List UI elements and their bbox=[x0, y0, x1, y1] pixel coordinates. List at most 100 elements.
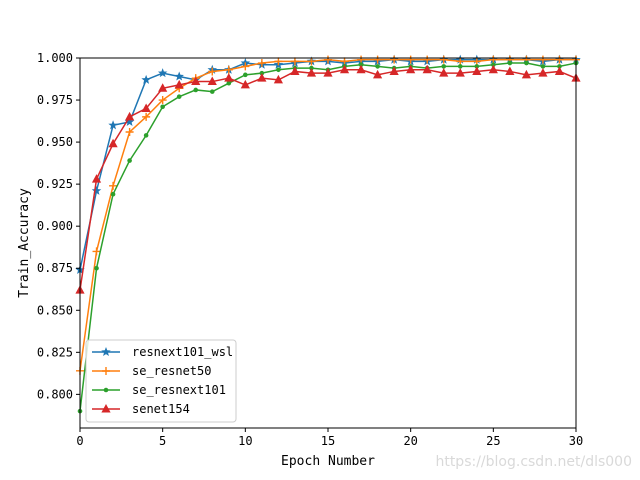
data-point-se_resnext101 bbox=[193, 87, 199, 93]
y-tick-label: 0.900 bbox=[37, 219, 73, 233]
data-point-senet154 bbox=[323, 68, 333, 77]
legend-item-senet154: senet154 bbox=[92, 402, 190, 416]
data-point-se_resnet50 bbox=[472, 57, 481, 66]
data-point-se_resnet50 bbox=[158, 96, 167, 105]
data-point-se_resnext101 bbox=[110, 191, 116, 197]
data-point-senet154 bbox=[422, 64, 432, 74]
data-point-se_resnet50 bbox=[241, 62, 250, 71]
data-point-se_resnet50 bbox=[109, 181, 118, 190]
data-point-se_resnext101 bbox=[209, 89, 215, 94]
data-point-se_resnet50 bbox=[538, 55, 547, 64]
data-point-se_resnext101 bbox=[457, 64, 463, 69]
x-axis-title: Epoch Number bbox=[281, 454, 375, 469]
data-point-se_resnet50 bbox=[406, 55, 415, 64]
data-point-senet154 bbox=[91, 174, 102, 183]
legend: resnext101_wsl se_resnet50 se_resnext101se… bbox=[85, 339, 237, 423]
data-point-senet154 bbox=[207, 76, 217, 86]
series-line-se_resnet50 bbox=[79, 58, 576, 371]
data-point-senet154 bbox=[224, 73, 234, 82]
legend-label: resnext101_wsl bbox=[132, 345, 233, 359]
data-point-se_resnet50 bbox=[224, 65, 233, 74]
legend-label: senet154 bbox=[132, 402, 190, 416]
y-tick-label: 0.850 bbox=[37, 303, 73, 317]
y-tick-label: 0.950 bbox=[37, 135, 73, 149]
data-point-senet154 bbox=[240, 79, 250, 89]
data-point-senet154 bbox=[290, 66, 300, 75]
data-point-senet154 bbox=[141, 103, 151, 112]
data-point-senet154 bbox=[389, 66, 399, 75]
data-point-resnext101_wsl bbox=[91, 185, 102, 195]
data-point-senet154 bbox=[257, 73, 267, 82]
data-point-se_resnext101 bbox=[309, 65, 314, 71]
legend-marker-se_resnet50 bbox=[102, 367, 110, 375]
data-point-senet154 bbox=[505, 66, 515, 75]
data-point-se_resnet50 bbox=[290, 57, 299, 66]
data-point-se_resnext101 bbox=[243, 72, 248, 78]
x-tick-label: 30 bbox=[569, 434, 583, 448]
x-tick-label: 10 bbox=[238, 434, 252, 448]
data-point-se_resnet50 bbox=[390, 55, 399, 64]
data-point-se_resnext101 bbox=[358, 62, 364, 68]
y-tick-label: 0.800 bbox=[37, 387, 73, 401]
data-point-senet154 bbox=[158, 83, 168, 92]
legend-item-se_resnet50: se_resnet50 bbox=[92, 364, 211, 378]
data-point-se_resnet50 bbox=[489, 55, 498, 64]
data-point-senet154 bbox=[406, 64, 416, 74]
data-point-senet154 bbox=[472, 66, 482, 75]
y-tick-label: 0.875 bbox=[37, 261, 73, 275]
series-line-resnext101_wsl bbox=[79, 58, 576, 271]
data-point-se_resnext101 bbox=[143, 133, 149, 138]
x-tick-label: 15 bbox=[321, 434, 335, 448]
data-point-senet154 bbox=[356, 64, 366, 74]
data-point-se_resnet50 bbox=[257, 59, 266, 68]
data-point-resnext101_wsl bbox=[174, 71, 184, 81]
watermark-text: https://blog.csdn.net/dls000 bbox=[435, 454, 632, 470]
data-point-se_resnext101 bbox=[127, 158, 132, 163]
series-senet154 bbox=[75, 64, 581, 294]
y-tick-label: 0.925 bbox=[37, 177, 73, 191]
data-point-se_resnext101 bbox=[259, 70, 265, 76]
series-line-senet154 bbox=[79, 69, 577, 291]
data-point-senet154 bbox=[455, 68, 465, 77]
data-point-se_resnet50 bbox=[456, 57, 465, 66]
data-point-se_resnext101 bbox=[441, 64, 447, 69]
data-point-se_resnet50 bbox=[373, 55, 382, 64]
x-tick-label: 5 bbox=[159, 434, 166, 448]
series-se_resnet50 bbox=[76, 55, 580, 375]
y-tick-label: 1.000 bbox=[37, 51, 73, 65]
data-point-se_resnext101 bbox=[160, 104, 165, 110]
data-point-senet154 bbox=[373, 69, 383, 79]
legend-label: se_resnext101 bbox=[132, 383, 226, 397]
data-point-senet154 bbox=[273, 74, 283, 84]
data-point-se_resnext101 bbox=[226, 80, 232, 86]
legend-item-resnext101_wsl: resnext101_wsl bbox=[92, 345, 233, 359]
data-point-se_resnet50 bbox=[423, 55, 432, 64]
data-point-se_resnet50 bbox=[307, 57, 316, 66]
y-axis-title: Train_Accuracy bbox=[17, 188, 32, 298]
data-point-se_resnet50 bbox=[357, 55, 366, 64]
data-point-se_resnext101 bbox=[507, 60, 513, 66]
data-point-se_resnext101 bbox=[276, 67, 281, 73]
data-point-senet154 bbox=[439, 68, 449, 77]
data-point-se_resnet50 bbox=[274, 57, 283, 66]
data-point-senet154 bbox=[174, 79, 184, 89]
data-point-resnext101_wsl bbox=[157, 68, 168, 78]
data-point-resnext101_wsl bbox=[124, 116, 135, 126]
data-point-senet154 bbox=[339, 64, 350, 74]
data-point-se_resnext101 bbox=[557, 64, 562, 69]
data-point-senet154 bbox=[125, 111, 135, 121]
data-point-se_resnet50 bbox=[92, 247, 101, 256]
data-point-resnext101_wsl bbox=[141, 74, 151, 84]
data-point-se_resnext101 bbox=[474, 64, 480, 69]
legend-marker-senet154 bbox=[101, 404, 111, 413]
legend-marker-resnext101_wsl bbox=[101, 347, 111, 357]
legend-label: se_resnet50 bbox=[132, 364, 211, 378]
data-point-senet154 bbox=[306, 68, 317, 77]
data-point-se_resnext101 bbox=[94, 265, 99, 271]
data-point-senet154 bbox=[521, 69, 531, 79]
data-point-senet154 bbox=[191, 76, 201, 86]
series-resnext101_wsl bbox=[75, 54, 581, 274]
data-point-senet154 bbox=[538, 68, 548, 77]
data-point-se_resnet50 bbox=[555, 55, 564, 64]
